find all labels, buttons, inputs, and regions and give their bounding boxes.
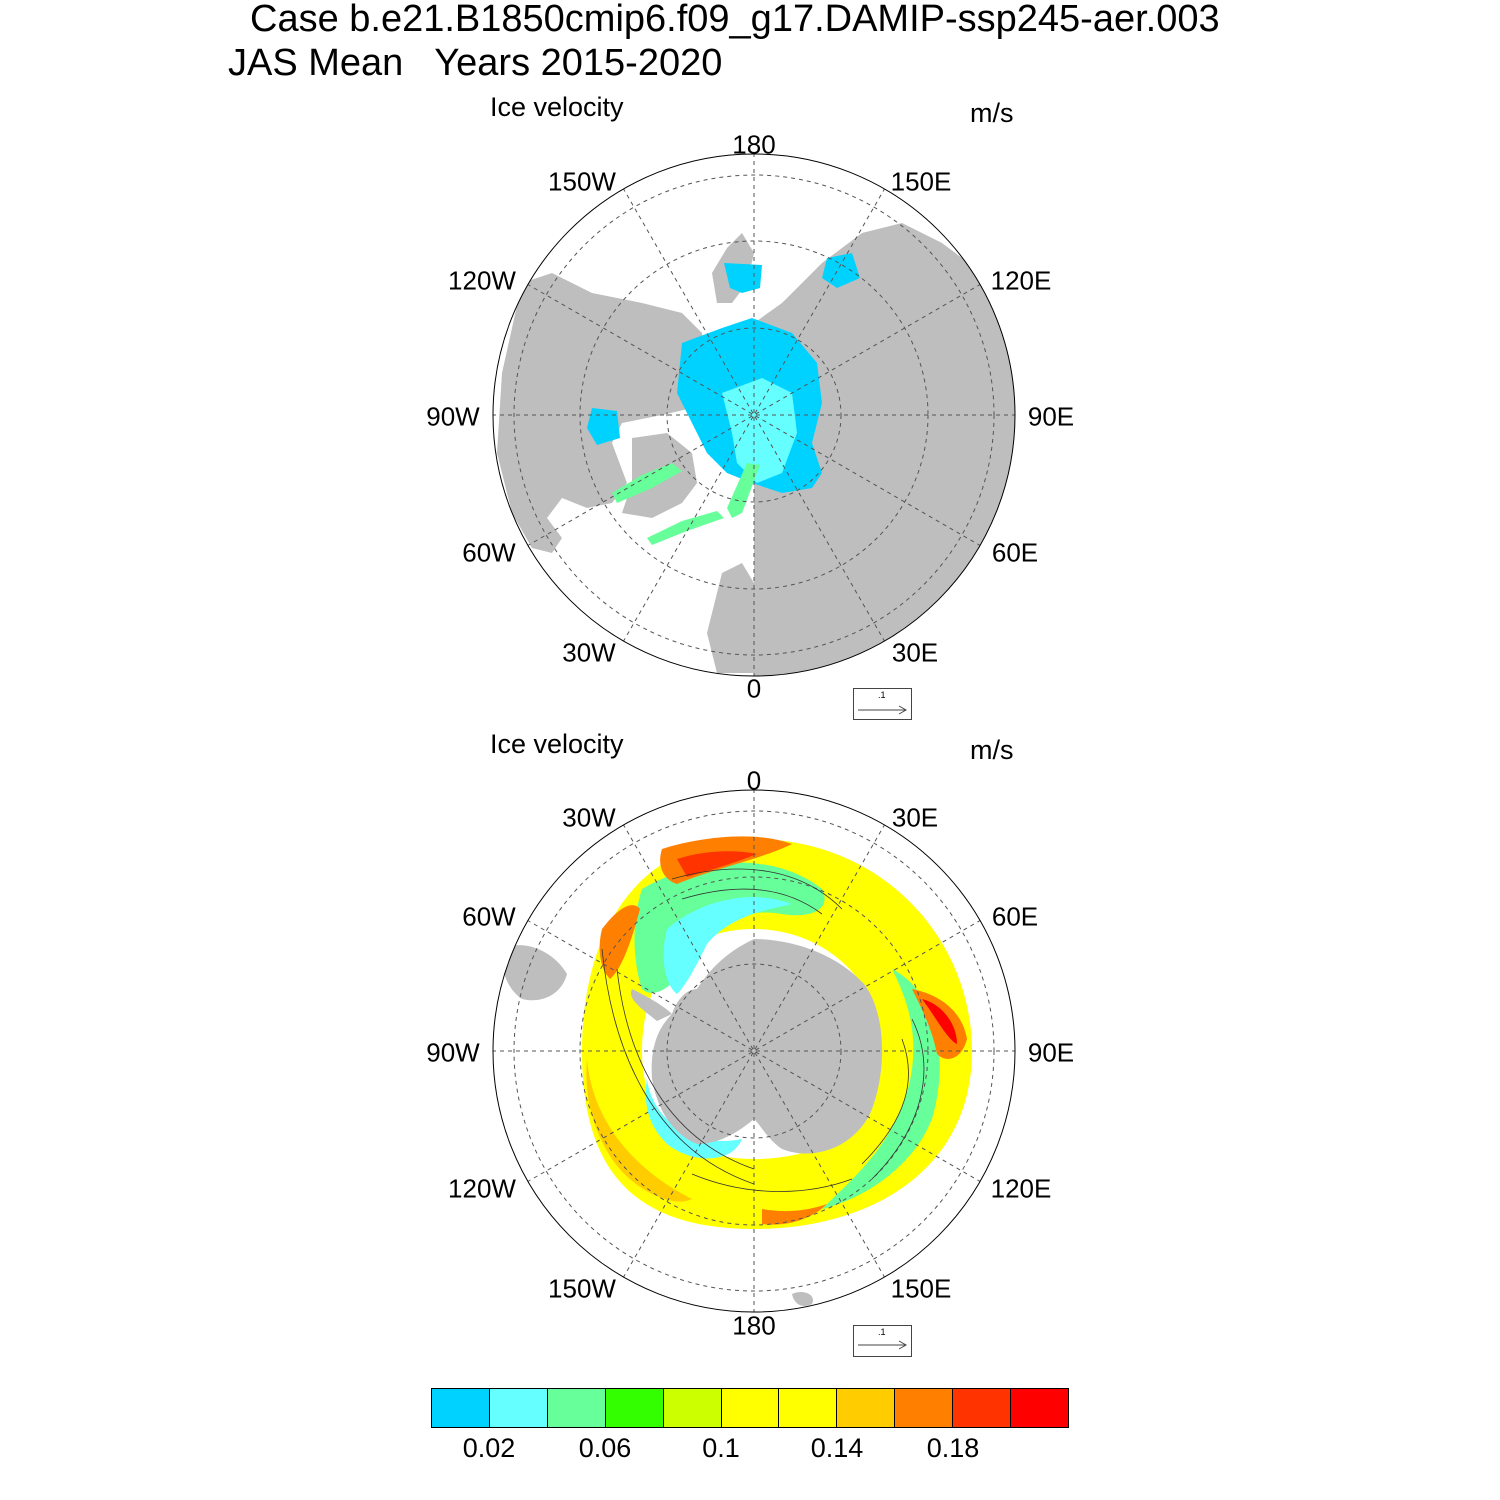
- lon-label: 90E: [1027, 401, 1075, 432]
- lon-label: 150E: [890, 1273, 952, 1304]
- reference-arrow-icon: [858, 1340, 908, 1350]
- lon-label: 120E: [990, 265, 1052, 296]
- reference-vector-box: .1: [853, 688, 912, 720]
- colorbar-swatch: [837, 1389, 896, 1427]
- colorbar-swatch: [895, 1389, 954, 1427]
- antarctic-graticule: [493, 790, 1015, 1312]
- arctic-graticule: [493, 154, 1015, 676]
- lon-label: 180: [732, 1310, 776, 1341]
- reference-vector-box: .1: [853, 1325, 912, 1357]
- lon-label: 30E: [891, 637, 939, 668]
- lon-label: 150E: [890, 166, 952, 197]
- lon-label: 60W: [462, 537, 516, 568]
- panel1-units: m/s: [970, 98, 1014, 128]
- colorbar-tick-label: 0.14: [810, 1433, 864, 1463]
- lon-label: 90W: [426, 401, 480, 432]
- lon-label: 60W: [462, 901, 516, 932]
- colorbar-swatch: [663, 1389, 722, 1427]
- reference-vector-value: .1: [878, 690, 886, 700]
- colorbar-swatch: [605, 1389, 664, 1427]
- colorbar-tick-label: 0.02: [462, 1433, 516, 1463]
- lon-label: 0: [746, 673, 762, 704]
- lon-label: 150W: [548, 1273, 616, 1304]
- lon-label: 30W: [562, 802, 616, 833]
- lon-label: 0: [746, 765, 762, 796]
- antarctic-ice-field: [582, 836, 972, 1229]
- colorbar-swatch: [721, 1389, 780, 1427]
- colorbar-tick-label: 0.1: [702, 1433, 740, 1463]
- colorbar-swatch: [489, 1389, 548, 1427]
- lon-label: 90W: [426, 1037, 480, 1068]
- arctic-ice-field: [587, 253, 860, 545]
- colorbar-swatch: [779, 1389, 838, 1427]
- panel2-units: m/s: [970, 735, 1014, 765]
- lon-label: 60E: [991, 537, 1039, 568]
- colorbar-swatch: [1011, 1389, 1068, 1427]
- antarctic-land: [501, 939, 883, 1306]
- antarctic-streamlines: [601, 868, 925, 1192]
- antarctic-map: [492, 789, 1016, 1313]
- arctic-map: [492, 153, 1016, 677]
- colorbar: [431, 1388, 1069, 1428]
- lon-label: 60E: [991, 901, 1039, 932]
- panel1-title: Ice velocity: [490, 92, 624, 122]
- lon-label: 120E: [990, 1173, 1052, 1204]
- lon-label: 180: [732, 129, 776, 160]
- lon-label: 30W: [562, 637, 616, 668]
- colorbar-tick-label: 0.06: [578, 1433, 632, 1463]
- lon-label: 90E: [1027, 1037, 1075, 1068]
- main-title-line2: JAS Mean Years 2015-2020: [228, 42, 723, 84]
- main-title-line1: Case b.e21.B1850cmip6.f09_g17.DAMIP-ssp2…: [250, 0, 1220, 40]
- colorbar-swatch: [953, 1389, 1012, 1427]
- reference-vector-value: .1: [878, 1327, 886, 1337]
- lon-label: 30E: [891, 802, 939, 833]
- panel2-title: Ice velocity: [490, 729, 624, 759]
- reference-arrow-icon: [858, 705, 908, 715]
- colorbar-swatch: [547, 1389, 606, 1427]
- lon-label: 150W: [548, 166, 616, 197]
- colorbar-tick-label: 0.18: [926, 1433, 980, 1463]
- colorbar-swatch: [432, 1389, 490, 1427]
- lon-label: 120W: [448, 265, 516, 296]
- lon-label: 120W: [448, 1173, 516, 1204]
